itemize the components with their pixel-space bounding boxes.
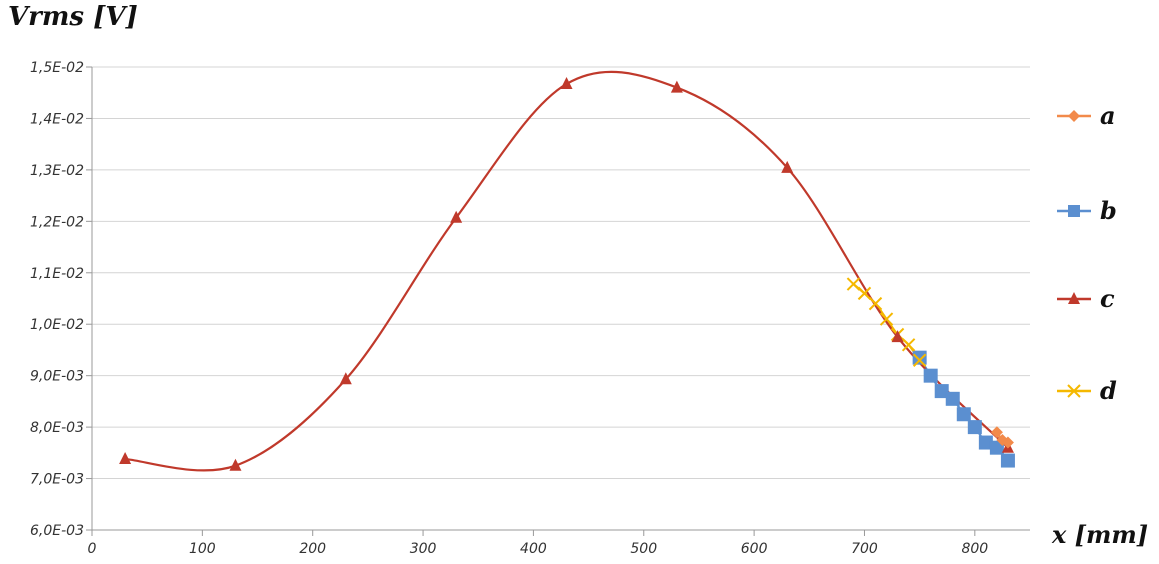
series-c-point bbox=[781, 160, 794, 173]
x-tick-label: 400 bbox=[520, 541, 547, 557]
series-markers bbox=[119, 76, 1015, 471]
legend-a-label: a bbox=[1100, 101, 1116, 130]
series-d-point bbox=[901, 338, 916, 352]
x-tick-label: 800 bbox=[961, 541, 988, 557]
x-tick-label: 500 bbox=[630, 541, 657, 557]
x-axis-title: x [mm] bbox=[1052, 520, 1149, 549]
series-a-point bbox=[1001, 436, 1014, 449]
y-tick-label: 1,0E-02 bbox=[30, 317, 84, 333]
series-d-point-stroke bbox=[912, 353, 927, 367]
series-c-point bbox=[560, 76, 573, 89]
series-b-point bbox=[989, 440, 1004, 455]
y-tick-label: 1,1E-02 bbox=[30, 266, 84, 282]
y-tick-label: 1,3E-02 bbox=[30, 163, 84, 179]
series-d-point-stroke bbox=[846, 277, 861, 291]
y-tick-label: 1,4E-02 bbox=[30, 111, 84, 127]
y-tick-label: 7,0E-03 bbox=[30, 472, 84, 488]
x-tick-label: 200 bbox=[299, 541, 326, 557]
series-b-point bbox=[945, 391, 960, 406]
x-tick-label: 0 bbox=[88, 541, 97, 557]
series-b-point bbox=[1000, 453, 1015, 468]
series-c-line bbox=[125, 70, 1009, 472]
y-tick-label: 1,2E-02 bbox=[30, 214, 84, 230]
series-b-point bbox=[934, 384, 949, 399]
series-d-point-stroke bbox=[868, 296, 883, 311]
series-b-point bbox=[912, 350, 927, 365]
series-d-point bbox=[846, 277, 861, 291]
legend-d-label: d bbox=[1100, 376, 1117, 405]
series-d-point-stroke bbox=[879, 312, 894, 326]
series-a-point bbox=[990, 426, 1003, 439]
y-tick-label: 6,0E-03 bbox=[30, 523, 84, 539]
series-b-point bbox=[967, 420, 982, 435]
series-c-point bbox=[229, 458, 242, 471]
x-tick-label: 600 bbox=[741, 541, 768, 557]
series-b-point bbox=[956, 407, 971, 422]
series-c-point bbox=[339, 372, 352, 385]
gridlines bbox=[92, 66, 1030, 531]
legend-d-marker-stroke bbox=[1067, 384, 1081, 398]
series-c-point bbox=[670, 80, 683, 93]
x-tick-label: 300 bbox=[410, 541, 437, 557]
axes bbox=[86, 66, 1030, 536]
legend-a-marker bbox=[1068, 110, 1080, 122]
series-d-point bbox=[912, 353, 927, 367]
series-d-point bbox=[879, 312, 894, 326]
y-tick-label: 1,5E-02 bbox=[30, 60, 84, 76]
series-d-point-stroke bbox=[901, 338, 916, 352]
series-b-point bbox=[923, 368, 938, 383]
series-d-point-stroke bbox=[857, 286, 872, 301]
series-b-point bbox=[978, 435, 993, 450]
legend-b-label: b bbox=[1100, 196, 1117, 225]
legend: a b c d bbox=[1057, 101, 1117, 405]
legend-d-marker bbox=[1067, 384, 1081, 398]
series-lines bbox=[125, 70, 1009, 472]
x-tick-labels: 0 100 200 300 400 500 600 700 800 bbox=[88, 541, 989, 557]
y-tick-labels: 6,0E-03 7,0E-03 8,0E-03 9,0E-03 1,0E-02 1,1E-… bbox=[30, 60, 84, 539]
series-c-point bbox=[119, 452, 132, 465]
y-tick-label: 9,0E-03 bbox=[30, 369, 84, 385]
legend-c-marker bbox=[1068, 292, 1080, 304]
legend-b-marker bbox=[1068, 205, 1080, 217]
series-c-point bbox=[891, 330, 904, 343]
series-d-point bbox=[857, 286, 872, 301]
x-tick-label: 700 bbox=[851, 541, 878, 557]
series-c-point bbox=[450, 210, 463, 223]
series-d-point bbox=[868, 296, 883, 311]
legend-c-label: c bbox=[1100, 284, 1115, 313]
y-axis-title: Vrms [V] bbox=[8, 2, 138, 32]
x-tick-label: 100 bbox=[189, 541, 216, 557]
y-tick-label: 8,0E-03 bbox=[30, 420, 84, 436]
